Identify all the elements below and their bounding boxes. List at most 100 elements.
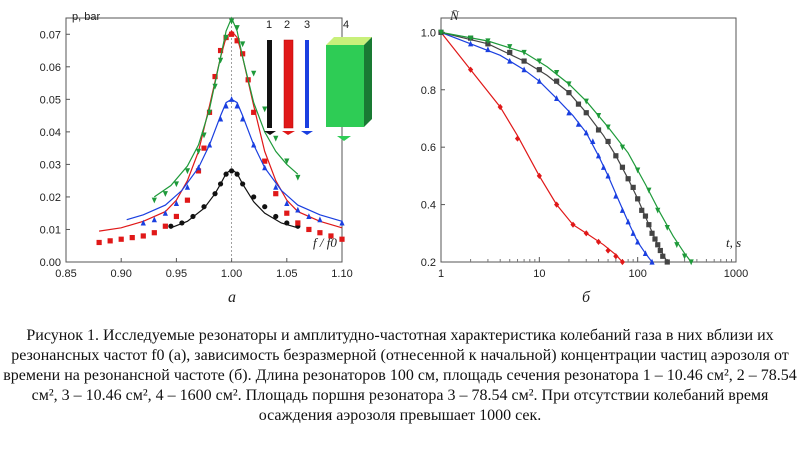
data-point-b-3 [649, 230, 655, 236]
data-point-a-1 [179, 220, 185, 226]
y-tick-label-a: 0.03 [40, 159, 61, 171]
data-point-a-3 [273, 183, 279, 190]
data-point-b-2 [619, 207, 626, 213]
fit-curve-b-3 [440, 31, 668, 263]
resonator-2-tube [283, 39, 294, 129]
x-tick-label-a: 1.10 [331, 268, 352, 280]
data-point-b-4 [646, 187, 652, 194]
x-axis-label-a: f / f0 [313, 235, 337, 250]
data-point-a-4 [229, 18, 235, 25]
data-point-b-3 [664, 259, 670, 265]
data-point-b-4 [674, 242, 680, 248]
fit-curve-a-4 [153, 16, 299, 198]
data-point-a-2 [262, 158, 268, 164]
data-point-a-4 [195, 148, 202, 155]
data-point-b-3 [635, 196, 641, 202]
data-point-b-4 [664, 224, 670, 231]
data-point-a-1 [234, 171, 240, 177]
data-point-a-1 [223, 171, 229, 177]
data-point-b-1 [605, 247, 611, 254]
data-point-a-4 [295, 174, 301, 181]
data-point-b-2 [507, 57, 513, 64]
data-point-b-3 [657, 247, 663, 254]
data-point-b-2 [649, 258, 655, 265]
data-point-b-3 [521, 58, 527, 64]
resonator-2-base [282, 131, 295, 135]
data-point-a-2 [217, 47, 224, 54]
data-point-b-3 [536, 67, 542, 73]
data-point-b-1 [595, 238, 602, 246]
figure: 0.85 0.90 0.95 1.00 1.05 1.10 0.00 0.01 0.02 0.03… [40, 8, 749, 306]
data-point-a-4 [240, 41, 246, 48]
y-tick-label-a: 0.00 [40, 257, 61, 269]
resonator-4-front [326, 45, 364, 127]
data-point-b-2 [468, 40, 474, 47]
data-point-a-1 [240, 181, 246, 187]
data-point-a-2 [151, 230, 157, 236]
data-point-a-2 [339, 236, 345, 242]
data-point-b-2 [536, 77, 542, 84]
data-point-a-2 [201, 145, 207, 151]
y-axis-label-a: p, bar [72, 11, 100, 23]
data-point-b-4 [655, 207, 661, 214]
data-point-a-4 [201, 132, 207, 139]
data-point-a-3 [339, 219, 345, 226]
data-point-a-3 [206, 141, 213, 148]
data-point-b-3 [652, 236, 658, 242]
y-tick-label-a: 0.01 [40, 224, 61, 236]
data-point-a-2 [234, 38, 240, 44]
data-point-a-2 [273, 191, 279, 197]
data-point-b-4 [468, 35, 474, 42]
data-point-b-4 [566, 81, 572, 88]
data-point-a-1 [262, 204, 268, 210]
data-point-a-3 [162, 210, 168, 216]
data-point-b-4 [635, 167, 641, 174]
data-point-b-4 [536, 58, 542, 65]
data-point-a-2 [140, 233, 146, 239]
data-point-b-1 [554, 201, 560, 208]
panel-label-b: б [582, 289, 591, 306]
data-point-b-1 [613, 253, 619, 260]
data-point-a-2 [251, 109, 257, 115]
data-point-b-4 [521, 49, 527, 56]
data-point-a-3 [184, 183, 191, 190]
resonator-4-side [364, 37, 372, 127]
data-point-b-3 [613, 153, 619, 159]
data-point-b-3 [646, 222, 652, 228]
series-group-a [96, 16, 345, 246]
data-point-b-2 [600, 164, 607, 170]
data-point-b-2 [566, 109, 572, 116]
data-point-b-2 [630, 230, 636, 236]
data-point-a-3 [151, 216, 157, 223]
plot-frame-a [65, 17, 343, 263]
y-tick-label-a: 0.05 [40, 94, 61, 106]
data-point-a-1 [217, 181, 224, 187]
data-point-b-2 [605, 172, 611, 179]
data-point-b-1 [619, 258, 626, 266]
resonator-1-base [264, 131, 276, 135]
y-tick-label-b: 0.8 [421, 85, 436, 97]
data-point-a-2 [240, 51, 246, 57]
data-point-a-3 [240, 115, 246, 122]
data-point-b-3 [605, 138, 611, 145]
data-point-b-4 [681, 253, 688, 260]
x-tick-label-a: 0.90 [110, 268, 131, 280]
data-point-b-3 [619, 164, 626, 170]
data-point-a-1 [284, 220, 290, 226]
data-point-a-4 [251, 70, 257, 77]
data-point-a-2 [317, 230, 323, 236]
data-point-b-2 [642, 250, 649, 256]
x-tick-label-b: 100 [628, 268, 646, 280]
data-point-a-2 [184, 197, 191, 203]
data-point-a-2 [129, 235, 135, 241]
data-point-a-3 [251, 141, 257, 148]
plot-frame-b [440, 17, 737, 263]
data-point-a-4 [212, 83, 218, 90]
data-point-a-3 [229, 96, 235, 102]
data-point-b-2 [575, 121, 582, 127]
data-point-a-1 [190, 213, 196, 220]
data-point-b-3 [583, 110, 589, 116]
y-tick-label-a: 0.07 [40, 29, 61, 41]
y-tick-label-b: 1.0 [421, 27, 436, 39]
data-point-a-4 [173, 181, 179, 188]
